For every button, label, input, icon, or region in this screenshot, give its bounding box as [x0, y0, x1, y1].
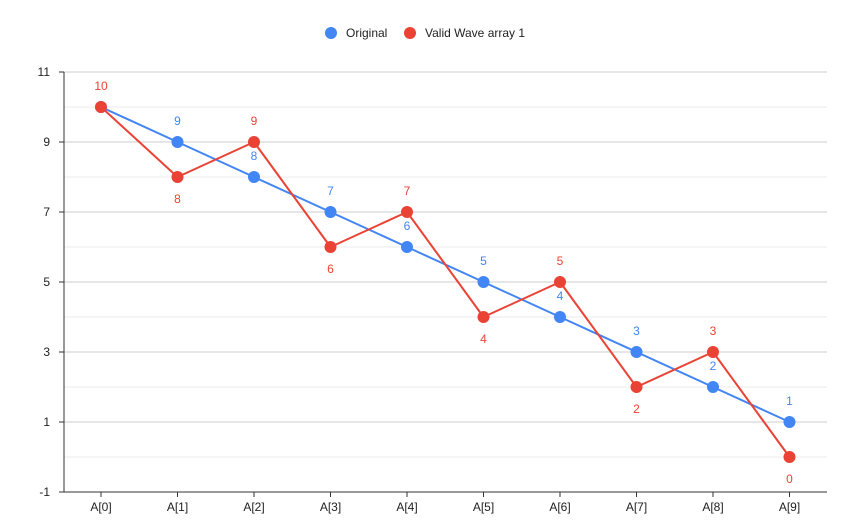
legend-marker	[325, 27, 337, 39]
data-label: 8	[174, 192, 181, 206]
data-labels: 9 8 7 6 5 4 3 2 1 10 8 9 6 7 4 5 2 3 0	[94, 79, 793, 486]
data-label: 2	[710, 359, 717, 373]
data-label: 5	[480, 254, 487, 268]
data-label: 10	[94, 79, 108, 93]
x-tick-label: A[4]	[396, 500, 417, 514]
legend[interactable]: Original Valid Wave array 1	[325, 26, 525, 40]
y-tick-label: 1	[43, 415, 50, 429]
data-label: 1	[786, 394, 793, 408]
data-label: 7	[327, 184, 334, 198]
data-point[interactable]	[171, 136, 184, 148]
data-point[interactable]	[477, 311, 490, 323]
data-label: 8	[251, 149, 258, 163]
data-point[interactable]	[783, 416, 796, 428]
legend-label: Original	[346, 26, 387, 40]
data-label: 0	[786, 472, 793, 486]
data-label: 2	[633, 402, 640, 416]
x-axis-tick-labels: A[0] A[1] A[2] A[3] A[4] A[5] A[6] A[7] A[8] A[9]	[90, 500, 800, 514]
series-valid-wave-array-1	[95, 101, 796, 463]
data-point[interactable]	[401, 206, 413, 218]
y-tick-label: -1	[39, 485, 50, 499]
data-point[interactable]	[324, 241, 337, 253]
data-point[interactable]	[554, 276, 566, 288]
data-point[interactable]	[324, 206, 337, 218]
y-tick-label: 7	[43, 205, 50, 219]
data-label: 6	[327, 262, 334, 276]
gridlines	[64, 71, 827, 458]
data-point[interactable]	[95, 101, 107, 113]
x-tick-label: A[1]	[167, 500, 188, 514]
data-label: 5	[557, 254, 564, 268]
data-point[interactable]	[707, 381, 719, 393]
x-tick-label: A[6]	[549, 500, 570, 514]
data-point[interactable]	[248, 171, 260, 183]
y-tick-label: 9	[43, 135, 50, 149]
axes	[59, 71, 827, 497]
legend-marker	[404, 27, 416, 39]
data-label: 7	[404, 184, 411, 198]
data-point[interactable]	[707, 346, 719, 358]
x-tick-label: A[8]	[702, 500, 723, 514]
y-axis-tick-labels: -1 1 3 5 7 9 11	[38, 65, 51, 499]
data-label: 6	[404, 219, 411, 233]
legend-label: Valid Wave array 1	[425, 26, 525, 40]
legend-item-valid-wave-array-1[interactable]: Valid Wave array 1	[404, 26, 525, 40]
data-label: 9	[251, 114, 258, 128]
data-point[interactable]	[477, 276, 490, 288]
y-tick-label: 3	[43, 345, 50, 359]
data-point[interactable]	[171, 171, 184, 183]
data-point[interactable]	[630, 381, 643, 393]
data-label: 9	[174, 114, 181, 128]
x-tick-label: A[0]	[90, 500, 111, 514]
y-tick-label: 5	[43, 275, 50, 289]
x-tick-label: A[2]	[243, 500, 264, 514]
x-tick-label: A[3]	[320, 500, 341, 514]
x-tick-label: A[5]	[473, 500, 494, 514]
data-point[interactable]	[401, 241, 413, 253]
data-label: 4	[557, 289, 564, 303]
series-group	[95, 101, 796, 463]
legend-item-original[interactable]: Original	[325, 26, 387, 40]
series-line	[100, 106, 791, 458]
data-point[interactable]	[630, 346, 643, 358]
data-point[interactable]	[248, 136, 260, 148]
x-tick-label: A[9]	[779, 500, 800, 514]
data-label: 4	[480, 332, 487, 346]
x-tick-label: A[7]	[626, 500, 647, 514]
data-label: 3	[633, 324, 640, 338]
data-point[interactable]	[554, 311, 566, 323]
data-label: 3	[710, 324, 717, 338]
data-point[interactable]	[783, 451, 796, 463]
y-tick-label: 11	[38, 65, 51, 79]
